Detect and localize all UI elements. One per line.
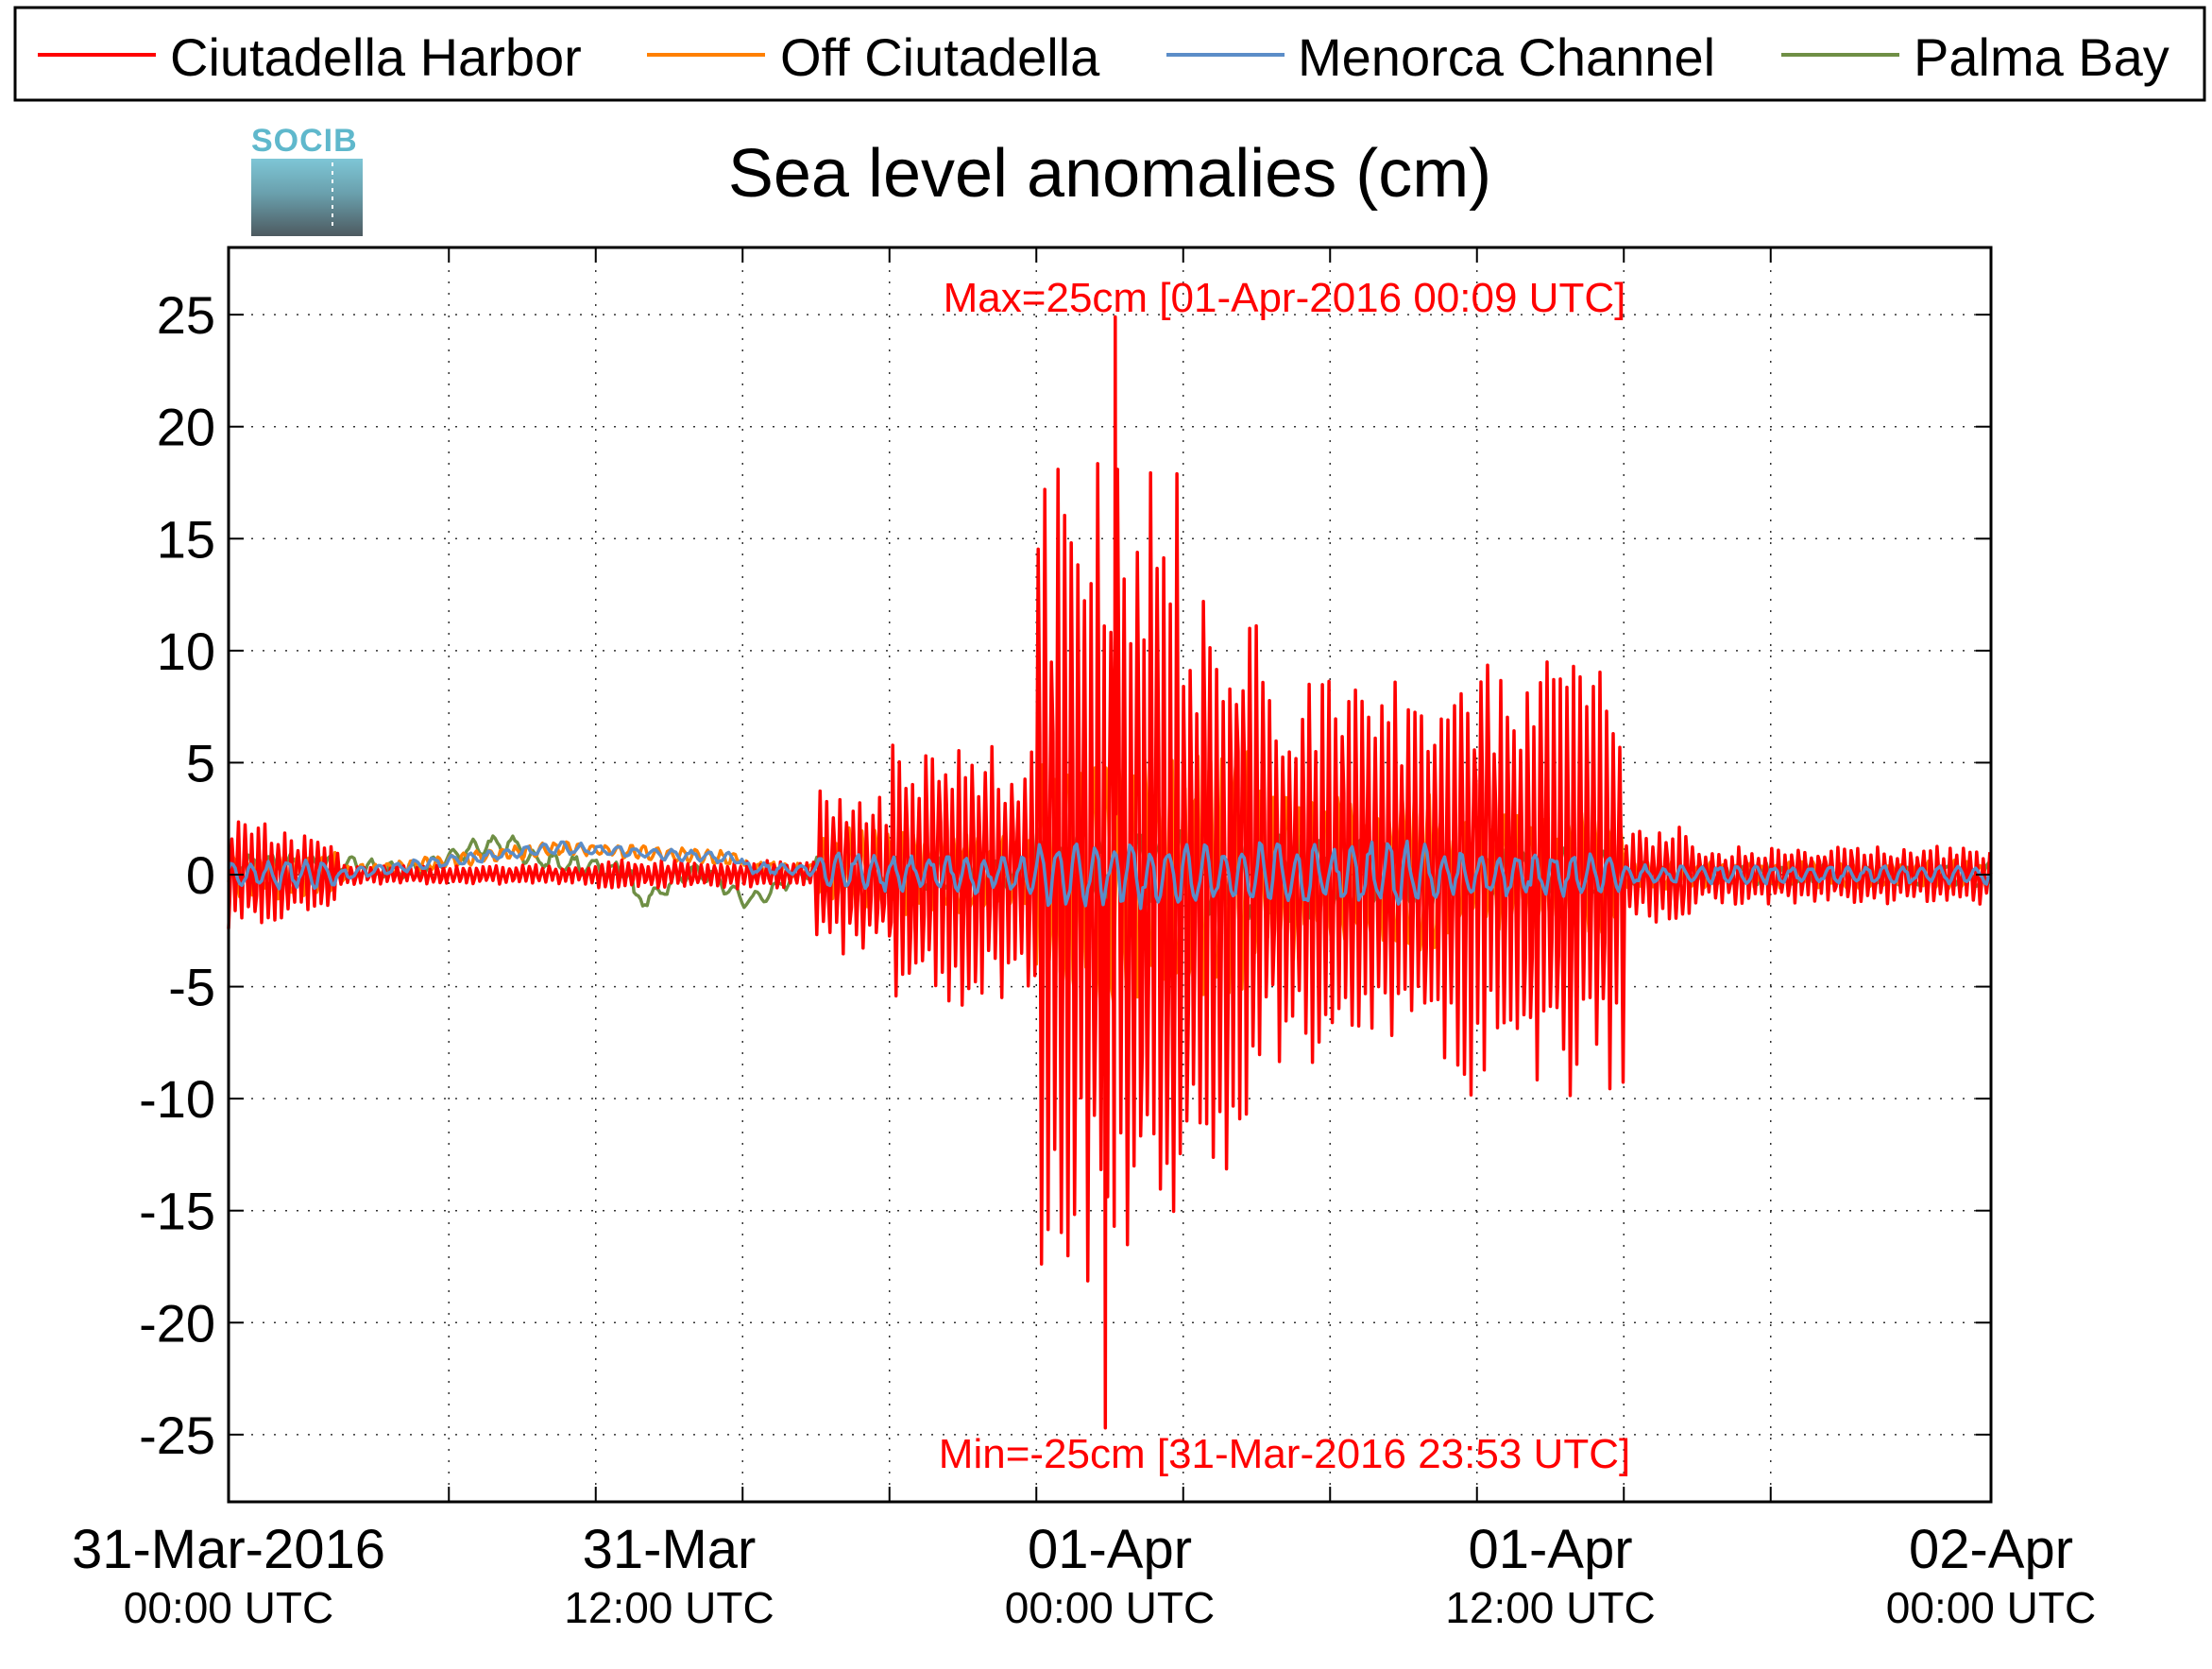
legend-label-off-ciutadella: Off Ciutadella <box>780 27 1100 87</box>
x-tick-time-label: 12:00 UTC <box>1445 1583 1655 1632</box>
socib-logo-text: SOCIB <box>251 123 358 159</box>
legend-label-palma-bay: Palma Bay <box>1914 27 2169 87</box>
series-line-menorca-channel <box>227 839 1991 911</box>
legend-item-menorca-channel: Menorca Channel <box>1166 27 1715 87</box>
x-tick-time-label: 00:00 UTC <box>124 1583 333 1632</box>
x-tick-time-label: 12:00 UTC <box>564 1583 774 1632</box>
x-tick-date-label: 31-Mar <box>583 1519 757 1580</box>
legend-item-ciutadella-harbor: Ciutadella Harbor <box>38 27 582 87</box>
legend-item-palma-bay: Palma Bay <box>1781 27 2169 87</box>
legend: Ciutadella Harbor Off Ciutadella Menorca… <box>13 6 2206 102</box>
y-tick-label: 20 <box>157 398 215 457</box>
y-tick-label: 5 <box>186 733 215 792</box>
x-tick-date-label: 01-Apr <box>1468 1519 1632 1580</box>
legend-label-menorca-channel: Menorca Channel <box>1298 27 1715 87</box>
x-tick-date-label: 01-Apr <box>1028 1519 1192 1580</box>
axis-ticks <box>229 247 1991 1502</box>
legend-label-ciutadella-harbor: Ciutadella Harbor <box>170 27 582 87</box>
legend-item-off-ciutadella: Off Ciutadella <box>647 27 1100 87</box>
series-line-ciutadella-harbor <box>227 315 1992 1430</box>
socib-logo-mark <box>251 159 363 236</box>
series-lines <box>227 315 1993 1430</box>
y-tick-label: 25 <box>157 285 215 345</box>
max-annotation: Max=25cm [01-Apr-2016 00:09 UTC] <box>944 275 1626 321</box>
y-tick-label: -20 <box>139 1293 215 1353</box>
x-tick-time-label: 00:00 UTC <box>1886 1583 2096 1632</box>
x-tick-date-label: 31-Mar-2016 <box>72 1519 385 1580</box>
x-tick-date-label: 02-Apr <box>1909 1519 2073 1580</box>
y-tick-label: 10 <box>157 622 215 681</box>
y-tick-label: 0 <box>186 845 215 905</box>
y-tick-label: -5 <box>168 958 215 1017</box>
min-annotation: Min=-25cm [31-Mar-2016 23:53 UTC] <box>939 1431 1630 1477</box>
x-tick-time-label: 00:00 UTC <box>1005 1583 1215 1632</box>
y-tick-label: -25 <box>139 1405 215 1465</box>
chart-title: Sea level anomalies (cm) <box>728 136 1491 212</box>
y-tick-label: -15 <box>139 1182 215 1241</box>
y-tick-label: -10 <box>139 1069 215 1129</box>
y-axis-labels: 25 20 15 10 5 0 -5 -10 -15 -20 -25 <box>139 285 215 1465</box>
socib-logo: SOCIB <box>251 123 363 236</box>
plot-area <box>227 246 1993 1504</box>
y-tick-label: 15 <box>157 509 215 569</box>
